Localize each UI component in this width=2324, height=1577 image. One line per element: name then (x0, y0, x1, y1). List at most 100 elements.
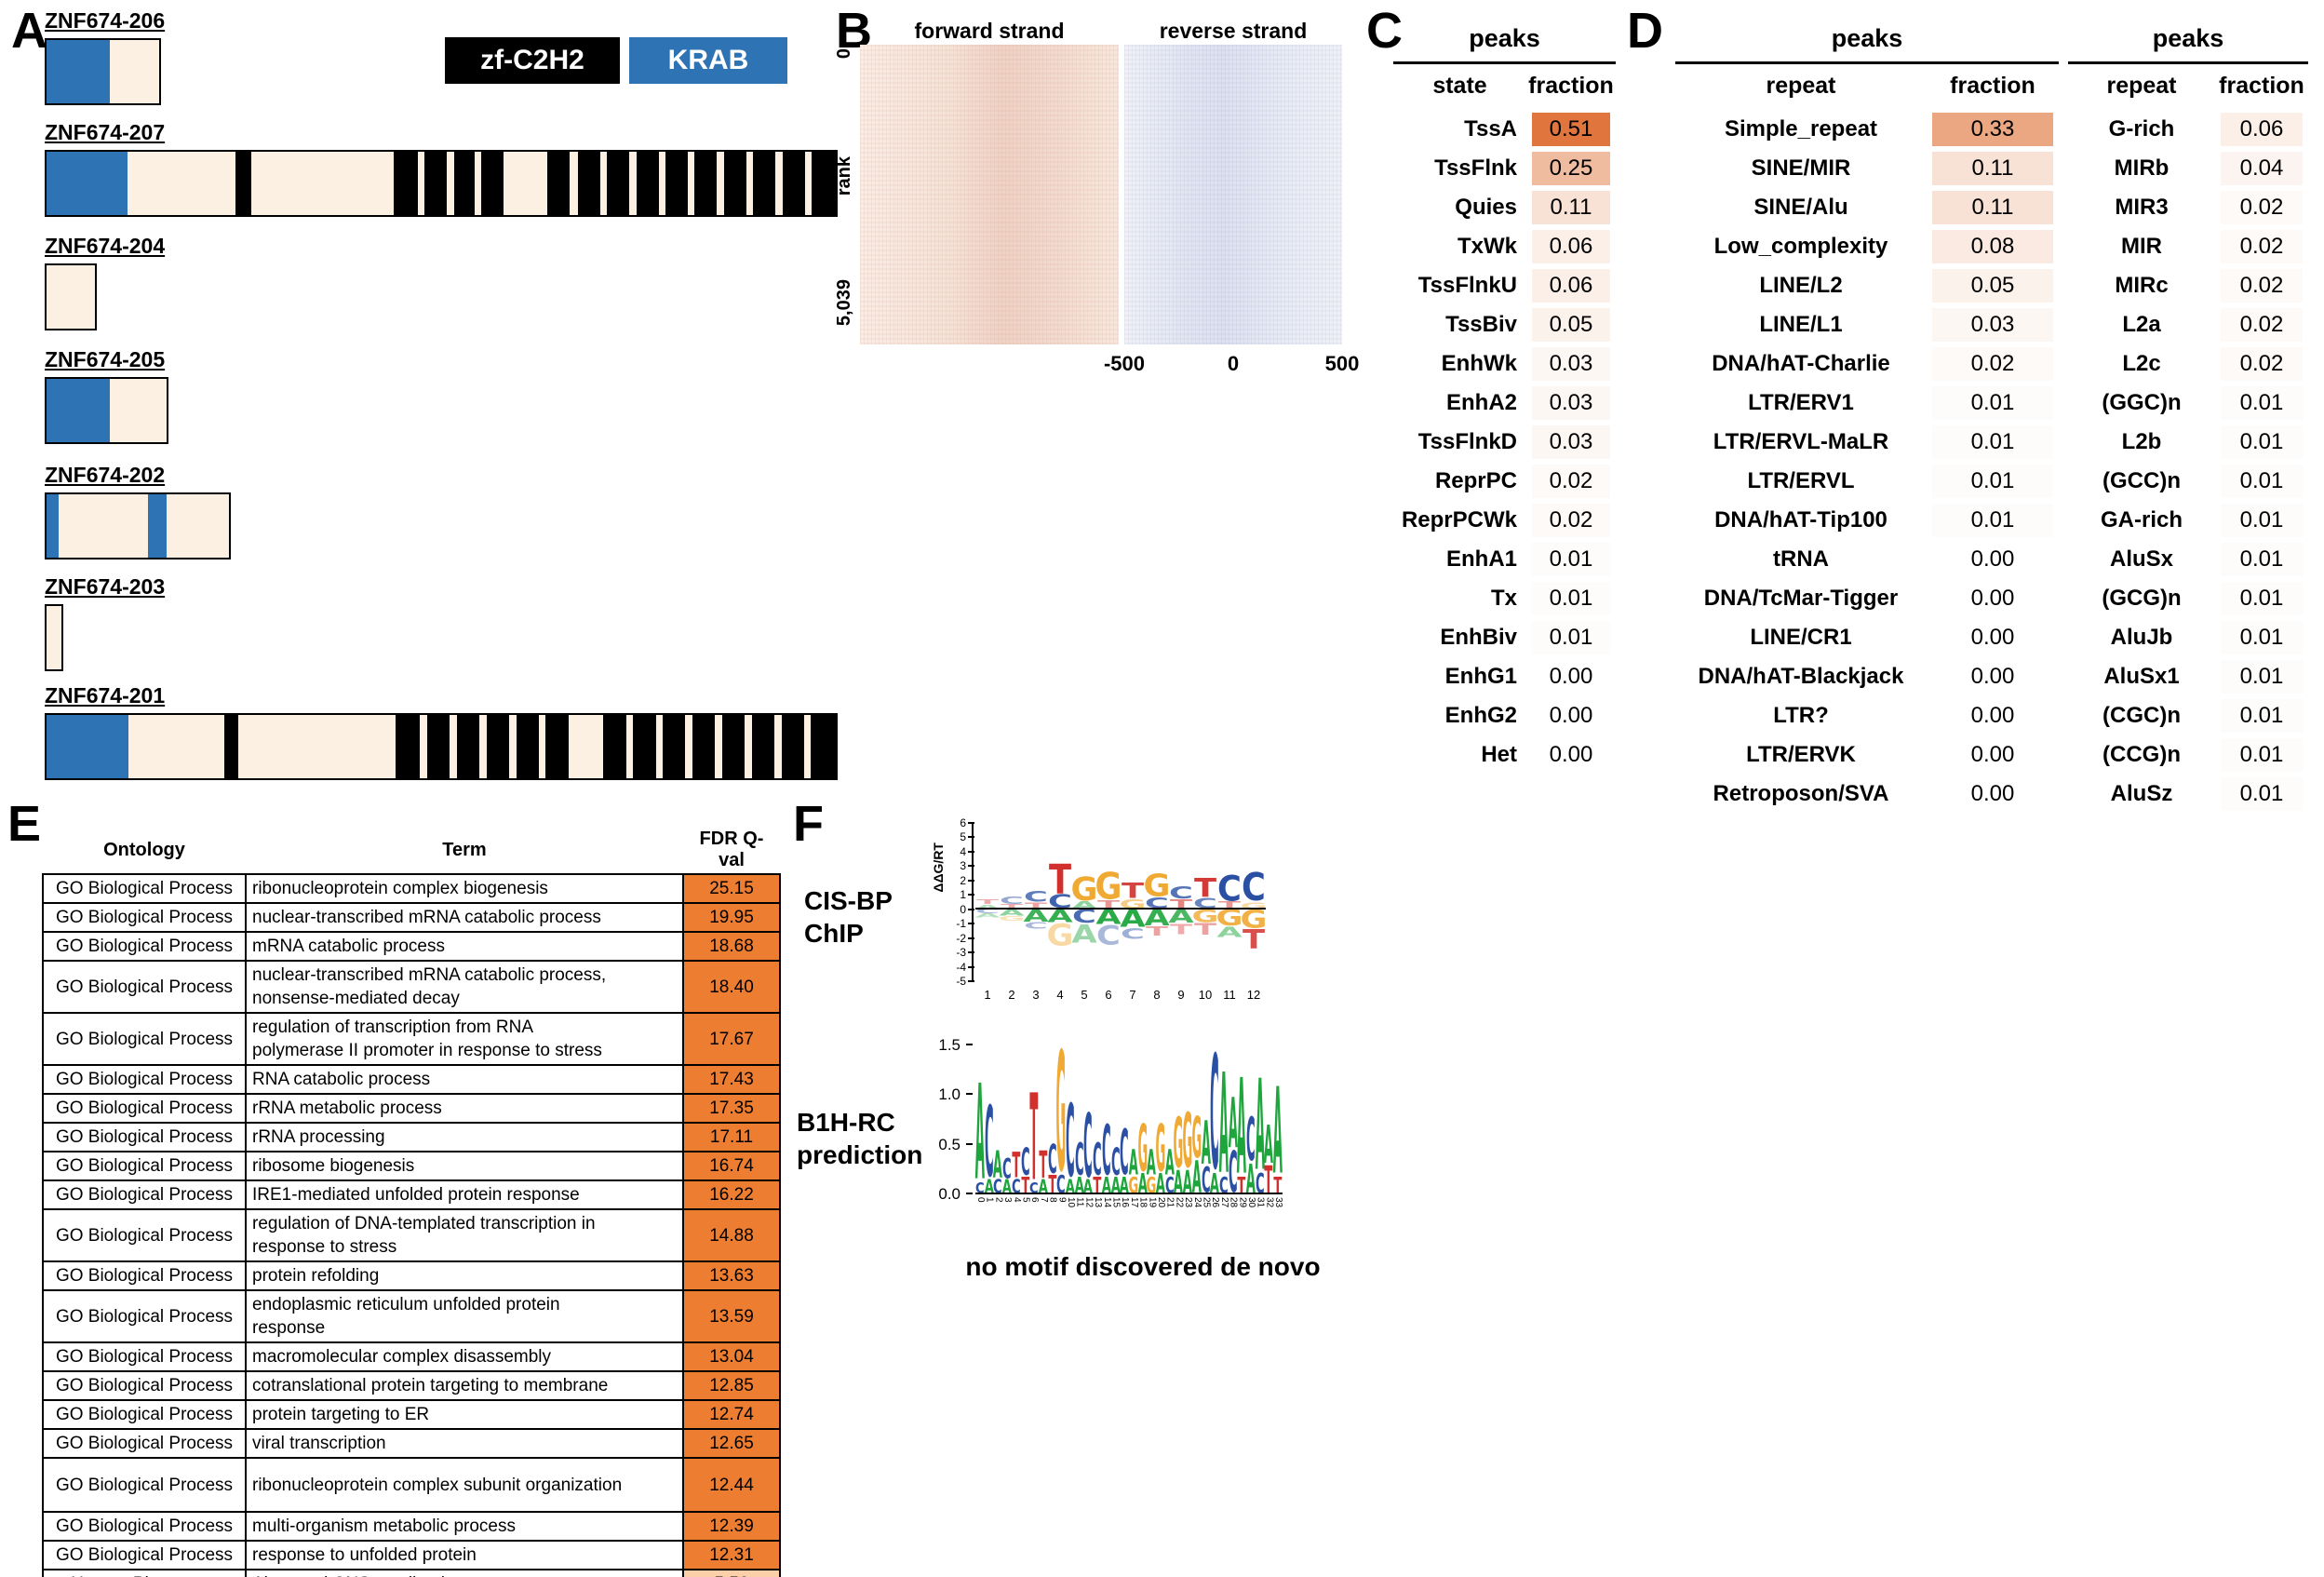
svg-text:A: A (974, 904, 1001, 910)
b1h-x-tick: 20 (1156, 1197, 1166, 1208)
b1h-x-tick: 19 (1147, 1197, 1158, 1208)
peaks-name-cell: SINE/MIR (1751, 155, 1851, 181)
ontology-table-row: GO Biological Process response to unfolde… (42, 1540, 781, 1570)
b1h-rc-label: B1H-RC prediction (797, 1108, 923, 1169)
zf-c2h2-domain (636, 152, 659, 216)
column-header-state: state (1432, 73, 1487, 99)
fdr-qval-cell: 16.74 (682, 1151, 781, 1181)
logo-letter-A: A (1192, 1153, 1202, 1204)
cisbp-y-tick-mark (968, 894, 974, 896)
svg-text:T: T (1194, 920, 1216, 938)
b1h-x-tick: 12 (1083, 1197, 1095, 1208)
logo-letter-A: A (1216, 924, 1242, 940)
ontology-cell: GO Biological Process (42, 1093, 247, 1124)
svg-text:C: C (1169, 883, 1193, 902)
svg-text:G: G (1174, 1103, 1184, 1183)
svg-text:A: A (1066, 1177, 1076, 1199)
exon-region (538, 715, 546, 779)
peaks-fraction-cell: 0.01 (1927, 386, 2059, 420)
ontology-table-row: GO Biological Process viral transcription… (42, 1428, 781, 1459)
svg-text:A: A (984, 1177, 994, 1199)
logo-letter-A: A (1174, 1165, 1183, 1202)
logo-letter-C: C (1219, 1172, 1229, 1199)
peaks-underline (1675, 61, 2059, 64)
exon-region (504, 152, 547, 216)
peaks-fraction-cell: 0.06 (1526, 230, 1616, 263)
logo-letter-A: A (1102, 1172, 1111, 1199)
exon-region (128, 715, 225, 779)
svg-text:T: T (1265, 1159, 1273, 1203)
b1h-x-tick: 33 (1273, 1197, 1284, 1208)
peaks-row: LINE/CR1 0.00 (1675, 618, 2059, 657)
svg-text:C: C (1096, 920, 1121, 951)
cisbp-x-tick: 3 (1032, 988, 1040, 1002)
svg-text:C: C (1229, 1140, 1238, 1206)
svg-text:G: G (999, 914, 1026, 922)
transcript-structure (45, 377, 168, 445)
logo-letter-A: A (1168, 905, 1194, 927)
peaks-name-cell: MIR (2121, 234, 2162, 259)
cisbp-x-tick: 9 (1177, 988, 1185, 1002)
ontology-table-row: GO Biological Process nuclear-transcribed… (42, 902, 781, 933)
peaks-row: Tx 0.01 (1393, 579, 1616, 618)
peaks-name-cell: TssFlnkD (1417, 429, 1517, 454)
logo-baseline (975, 1193, 1283, 1194)
peaks-name-cell: (GCC)n (2102, 468, 2181, 493)
logo-letter-C: C (1096, 920, 1121, 951)
peaks-fraction-cell: 0.04 (2215, 152, 2308, 185)
exon-region (629, 152, 637, 216)
ontology-cell: GO Biological Process (42, 960, 247, 1014)
b1h-x-tick: 4 (1011, 1197, 1022, 1203)
peaks-fraction-cell: 0.00 (1927, 699, 2059, 733)
peaks-row: Simple_repeat 0.33 (1675, 110, 2059, 149)
term-column-header: Term (442, 839, 487, 860)
ontology-table-row: GO Biological Process IRE1-mediated unfol… (42, 1179, 781, 1210)
peaks-fraction-cell: 0.01 (2215, 582, 2308, 615)
peaks-fraction-cell: 0.06 (1526, 269, 1616, 303)
peaks-fraction-cell: 0.06 (2215, 113, 2308, 146)
y-axis-rank-label: rank (834, 156, 854, 196)
peaks-row: LTR/ERVL-MaLR 0.01 (1675, 423, 2059, 462)
cisbp-y-tick-mark (968, 850, 974, 853)
zf-c2h2-domain (665, 152, 688, 216)
cisbp-y-tick: 6 (960, 816, 966, 829)
term-cell: mRNA catabolic process (245, 931, 684, 962)
exon-region (250, 152, 395, 216)
fraction-value: 0.11 (1932, 191, 2053, 224)
svg-text:G: G (1241, 905, 1268, 934)
logo-letter-C: C (1246, 1105, 1256, 1175)
transcript-ZNF674-204: ZNF674-204 (45, 234, 165, 331)
zf-c2h2-domain (545, 715, 569, 779)
peaks-fraction-cell: 0.00 (1526, 660, 1616, 694)
logo-letter-T: T (976, 898, 1000, 906)
term-cell: nuclear-transcribed mRNA catabolic proce… (245, 960, 684, 1014)
logo-letter-A: A (993, 1144, 1003, 1188)
zf-c2h2-domain (607, 152, 630, 216)
ontology-table-row: GO Biological Process ribonucleoprotein c… (42, 1457, 781, 1513)
peaks-row: EnhA1 0.01 (1393, 540, 1616, 579)
ontology-table-row: GO Biological Process macromolecular comp… (42, 1341, 781, 1372)
fdr-qval-cell: 17.43 (682, 1064, 781, 1095)
logo-letter-C: C (1066, 1085, 1075, 1201)
peaks-row: AluJb 0.01 (2068, 618, 2308, 657)
logo-letter-T: T (1243, 923, 1265, 955)
svg-text:A: A (1120, 905, 1145, 933)
ontology-cell: GO Biological Process (42, 902, 247, 933)
b1h-x-tick: 18 (1137, 1197, 1149, 1208)
logo-letter-C: C (1002, 1153, 1012, 1185)
ontology-table-row: GO Biological Process RNA catabolic proce… (42, 1064, 781, 1095)
peaks-row: TssBiv 0.05 (1393, 305, 1616, 344)
